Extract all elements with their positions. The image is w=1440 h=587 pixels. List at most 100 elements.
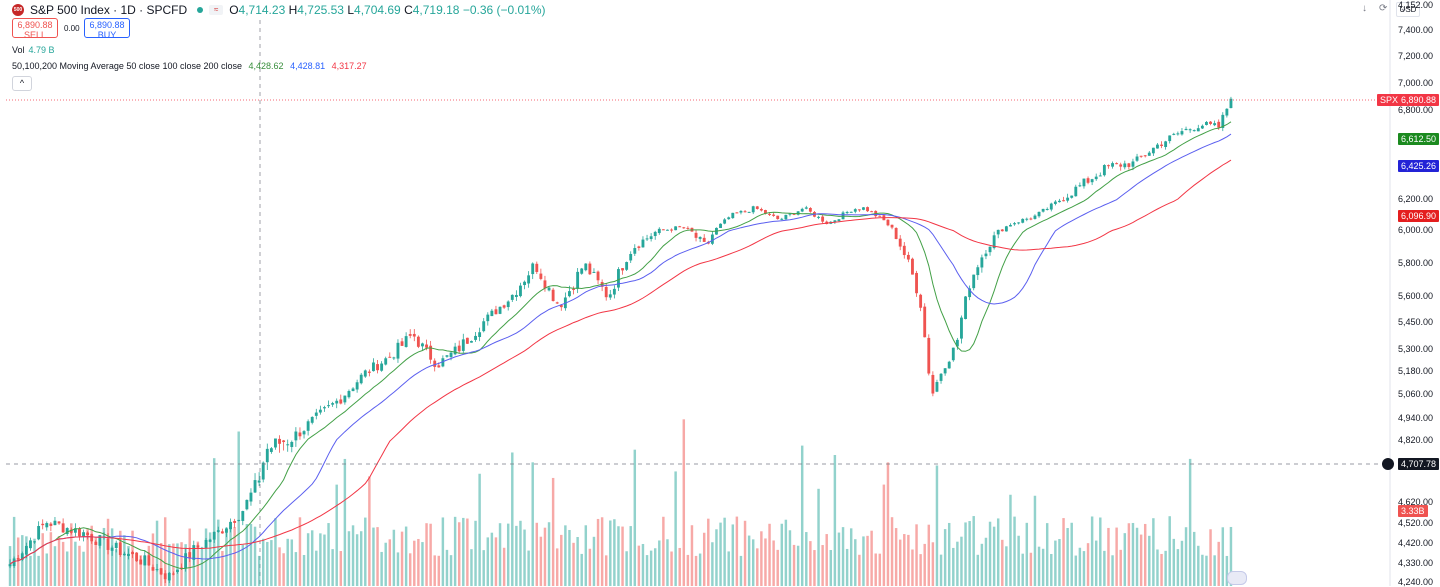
candle-body: [437, 365, 441, 368]
download-icon[interactable]: ↓: [1362, 3, 1367, 14]
candle-body: [755, 206, 759, 209]
collapse-legend-button[interactable]: ^: [12, 76, 32, 91]
volume-bar: [662, 516, 665, 586]
candle-body: [641, 239, 645, 248]
volume-bar: [143, 555, 147, 586]
candle-body: [968, 288, 972, 298]
candle-body: [780, 218, 784, 220]
volume-bar: [204, 528, 208, 586]
candle-body: [1217, 121, 1221, 128]
candle-body: [976, 267, 980, 276]
moving-average-legend[interactable]: 50,100,200 Moving Average 50 close 100 c…: [12, 61, 367, 71]
volume-bar: [339, 551, 343, 586]
more-icon[interactable]: ⌄: [1399, 3, 1408, 14]
candle-body: [1074, 186, 1078, 197]
volume-bar: [270, 540, 273, 586]
sell-button[interactable]: 6,890.88 SELL: [12, 18, 58, 40]
candle-body: [710, 234, 714, 244]
price-axis-label: 7,400.00: [1398, 25, 1434, 35]
volume-bar: [555, 548, 559, 586]
crosshair-plus-icon: [1382, 458, 1394, 470]
price-axis-label: 7,200.00: [1398, 51, 1434, 61]
candle-body: [955, 339, 959, 347]
volume-bar: [719, 522, 722, 586]
data-delay-icon[interactable]: ≈: [209, 5, 224, 15]
volume-bar: [788, 530, 792, 586]
volume-bar: [551, 477, 555, 586]
candle-body: [196, 545, 200, 548]
volume-bar: [739, 555, 743, 586]
candle-body: [1151, 147, 1155, 154]
volume-bar: [33, 538, 36, 586]
candle-body: [1021, 218, 1025, 223]
candle-body: [176, 569, 179, 573]
price-axis-label: 4,520.00: [1398, 518, 1434, 528]
candle-body: [1180, 131, 1184, 135]
volume-bar: [702, 532, 706, 586]
volume-bar: [543, 527, 547, 586]
volume-bar: [1029, 552, 1033, 586]
candle-body: [184, 553, 188, 569]
market-status-icon[interactable]: [197, 7, 204, 13]
candle-body: [343, 395, 347, 403]
volume-bar: [976, 554, 980, 586]
candle-body: [310, 416, 314, 423]
volume-bar: [666, 539, 669, 586]
volume-bar: [817, 488, 820, 586]
volume-bar: [825, 534, 828, 586]
buy-button[interactable]: 6,890.88 BUY: [84, 18, 130, 40]
candle-body: [159, 568, 163, 575]
volume-bar: [568, 530, 571, 586]
volume-bar: [604, 555, 608, 586]
volume-bar: [1090, 516, 1094, 586]
volume-bar: [359, 531, 363, 586]
candle-body: [911, 258, 914, 275]
volume-bar: [1094, 540, 1098, 586]
volume-bar: [343, 458, 347, 586]
reload-icon[interactable]: ⟳: [1379, 3, 1388, 14]
candle-body: [964, 296, 967, 320]
symbol-tag: SPX: [1377, 94, 1402, 106]
volume-bar: [445, 549, 449, 586]
volume-bar: [649, 550, 653, 586]
volume-bar: [131, 530, 134, 586]
candle-body: [1115, 163, 1119, 165]
volume-bar: [1041, 548, 1045, 586]
symbol-title[interactable]: S&P 500 Index · 1D · SPCFD: [30, 3, 188, 17]
candle-body: [188, 552, 192, 558]
candle-body: [617, 269, 620, 288]
price-axis-label: 4,330.00: [1398, 558, 1434, 568]
candle-body: [862, 207, 865, 210]
candle-body: [114, 542, 118, 549]
us-flag-icon[interactable]: [1227, 571, 1247, 585]
price-axis-label: 5,800.00: [1398, 258, 1434, 268]
volume-bar: [690, 525, 694, 586]
candle-body: [1078, 185, 1082, 187]
candle-body: [502, 305, 506, 308]
volume-bar: [633, 449, 637, 586]
candle-body: [739, 210, 743, 213]
candle-body: [69, 529, 73, 533]
candle-body: [122, 553, 126, 556]
candle-body: [482, 321, 486, 332]
volume-bar: [609, 520, 612, 586]
volume-bar: [621, 526, 624, 586]
candle-body: [167, 572, 171, 581]
volume-bar: [1058, 539, 1061, 586]
candle-body: [265, 448, 269, 463]
candle-body: [82, 532, 85, 537]
moving-average-lines: [9, 121, 1232, 570]
candle-body: [335, 400, 339, 404]
volume-bar: [310, 530, 314, 586]
volume-bar: [12, 516, 16, 586]
candle-body: [506, 301, 510, 308]
volume-legend[interactable]: Vol 4.79 B: [12, 45, 55, 55]
volume-bar: [192, 551, 196, 586]
volume-bar: [119, 530, 122, 586]
currency-selector[interactable]: USD: [1396, 2, 1420, 17]
volume-bar: [1074, 555, 1078, 586]
candle-body: [367, 371, 371, 373]
volume-bar: [376, 527, 379, 586]
volume-bar: [25, 536, 28, 586]
